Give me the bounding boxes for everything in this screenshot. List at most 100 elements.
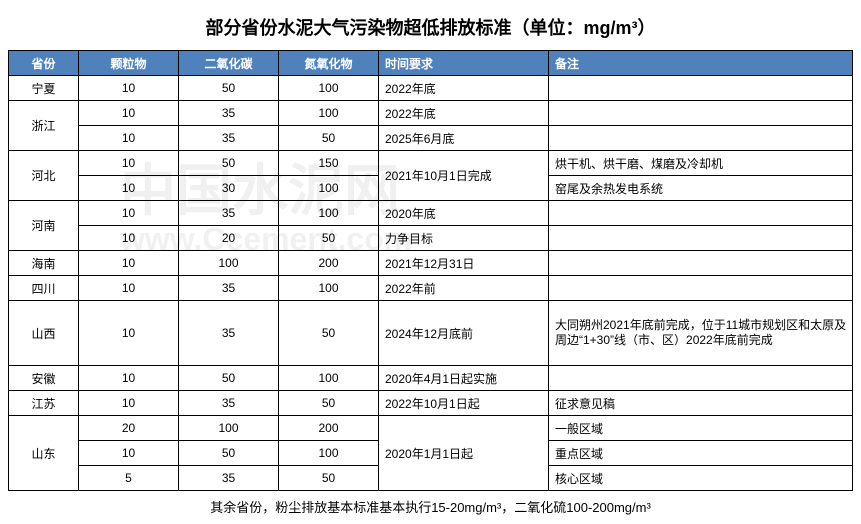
cell-province: 河北 — [9, 151, 79, 201]
table-row: 102050力争目标 — [9, 226, 853, 251]
col-time: 时间要求 — [379, 51, 549, 76]
cell-so2: 50 — [179, 151, 279, 176]
table-row: 安徽10501002020年4月1日起实施 — [9, 366, 853, 391]
cell-pm: 10 — [79, 201, 179, 226]
cell-so2: 35 — [179, 101, 279, 126]
cell-nox: 50 — [279, 226, 379, 251]
cell-province: 浙江 — [9, 101, 79, 151]
cell-note — [549, 226, 853, 251]
cell-nox: 100 — [279, 276, 379, 301]
cell-time: 2024年12月底前 — [379, 301, 549, 366]
cell-nox: 50 — [279, 301, 379, 366]
cell-time: 2022年底 — [379, 101, 549, 126]
table-row: 河南10351002020年底 — [9, 201, 853, 226]
cell-time: 2022年10月1日起 — [379, 391, 549, 416]
cell-time: 2021年12月31日 — [379, 251, 549, 276]
cell-nox: 100 — [279, 366, 379, 391]
cell-pm: 10 — [79, 441, 179, 466]
table-row: 江苏1035502022年10月1日起征求意见稿 — [9, 391, 853, 416]
cell-so2: 35 — [179, 466, 279, 491]
page-title: 部分省份水泥大气污染物超低排放标准（单位：mg/m³） — [8, 8, 853, 50]
cell-so2: 20 — [179, 226, 279, 251]
col-nox: 氮氧化物 — [279, 51, 379, 76]
table-row: 浙江10351002022年底 — [9, 101, 853, 126]
cell-province: 河南 — [9, 201, 79, 251]
cell-note — [549, 201, 853, 226]
cell-province: 安徽 — [9, 366, 79, 391]
cell-so2: 35 — [179, 391, 279, 416]
cell-pm: 10 — [79, 76, 179, 101]
cell-province: 四川 — [9, 276, 79, 301]
table-row: 山东201002002020年1月1日起一般区域 — [9, 416, 853, 441]
cell-time: 2021年10月1日完成 — [379, 151, 549, 201]
col-so2: 二氧化碳 — [179, 51, 279, 76]
cell-pm: 10 — [79, 276, 179, 301]
cell-so2: 50 — [179, 366, 279, 391]
col-note: 备注 — [549, 51, 853, 76]
cell-nox: 100 — [279, 176, 379, 201]
cell-nox: 150 — [279, 151, 379, 176]
cell-province: 海南 — [9, 251, 79, 276]
cell-province: 宁夏 — [9, 76, 79, 101]
cell-note: 征求意见稿 — [549, 391, 853, 416]
cell-so2: 100 — [179, 251, 279, 276]
cell-note — [549, 126, 853, 151]
cell-pm: 10 — [79, 226, 179, 251]
cell-so2: 100 — [179, 416, 279, 441]
cell-note: 窑尾及余热发电系统 — [549, 176, 853, 201]
cell-nox: 100 — [279, 76, 379, 101]
cell-time: 2022年底 — [379, 76, 549, 101]
cell-note — [549, 276, 853, 301]
cell-pm: 10 — [79, 391, 179, 416]
cell-pm: 10 — [79, 151, 179, 176]
cell-note — [549, 101, 853, 126]
cell-so2: 35 — [179, 301, 279, 366]
cell-so2: 35 — [179, 201, 279, 226]
cell-note — [549, 251, 853, 276]
cell-pm: 10 — [79, 176, 179, 201]
cell-nox: 50 — [279, 466, 379, 491]
cell-time: 2020年底 — [379, 201, 549, 226]
cell-so2: 50 — [179, 76, 279, 101]
cell-nox: 50 — [279, 391, 379, 416]
cell-so2: 35 — [179, 126, 279, 151]
cell-note — [549, 76, 853, 101]
cell-pm: 5 — [79, 466, 179, 491]
cell-time: 2020年1月1日起 — [379, 416, 549, 491]
cell-pm: 10 — [79, 301, 179, 366]
cell-time: 2020年4月1日起实施 — [379, 366, 549, 391]
emission-table: 省份 颗粒物 二氧化碳 氮氧化物 时间要求 备注 宁夏10501002022年底… — [8, 50, 853, 491]
cell-note: 一般区域 — [549, 416, 853, 441]
cell-pm: 20 — [79, 416, 179, 441]
cell-pm: 10 — [79, 126, 179, 151]
footnote: 其余省份，粉尘排放基本标准基本执行15-20mg/m³，二氧化硫100-200m… — [8, 491, 853, 516]
cell-so2: 30 — [179, 176, 279, 201]
cell-time: 力争目标 — [379, 226, 549, 251]
cell-note — [549, 366, 853, 391]
cell-note: 大同朔州2021年底前完成，位于11城市规划区和太原及周边“1+30”线（市、区… — [549, 301, 853, 366]
cell-nox: 200 — [279, 251, 379, 276]
cell-nox: 50 — [279, 126, 379, 151]
cell-province: 江苏 — [9, 391, 79, 416]
cell-so2: 35 — [179, 276, 279, 301]
table-row: 河北10501502021年10月1日完成烘干机、烘干磨、煤磨及冷却机 — [9, 151, 853, 176]
table-row: 海南101002002021年12月31日 — [9, 251, 853, 276]
table-row: 山西1035502024年12月底前大同朔州2021年底前完成，位于11城市规划… — [9, 301, 853, 366]
table-row: 1035502025年6月底 — [9, 126, 853, 151]
cell-time: 2022年前 — [379, 276, 549, 301]
col-pm: 颗粒物 — [79, 51, 179, 76]
table-row: 四川10351002022年前 — [9, 276, 853, 301]
cell-so2: 50 — [179, 441, 279, 466]
cell-nox: 100 — [279, 441, 379, 466]
cell-nox: 100 — [279, 201, 379, 226]
cell-province: 山东 — [9, 416, 79, 491]
table-body: 宁夏10501002022年底浙江10351002022年底1035502025… — [9, 76, 853, 491]
cell-pm: 10 — [79, 366, 179, 391]
cell-note: 核心区域 — [549, 466, 853, 491]
cell-nox: 100 — [279, 101, 379, 126]
cell-pm: 10 — [79, 251, 179, 276]
table-row: 宁夏10501002022年底 — [9, 76, 853, 101]
col-province: 省份 — [9, 51, 79, 76]
table-header-row: 省份 颗粒物 二氧化碳 氮氧化物 时间要求 备注 — [9, 51, 853, 76]
cell-note: 烘干机、烘干磨、煤磨及冷却机 — [549, 151, 853, 176]
